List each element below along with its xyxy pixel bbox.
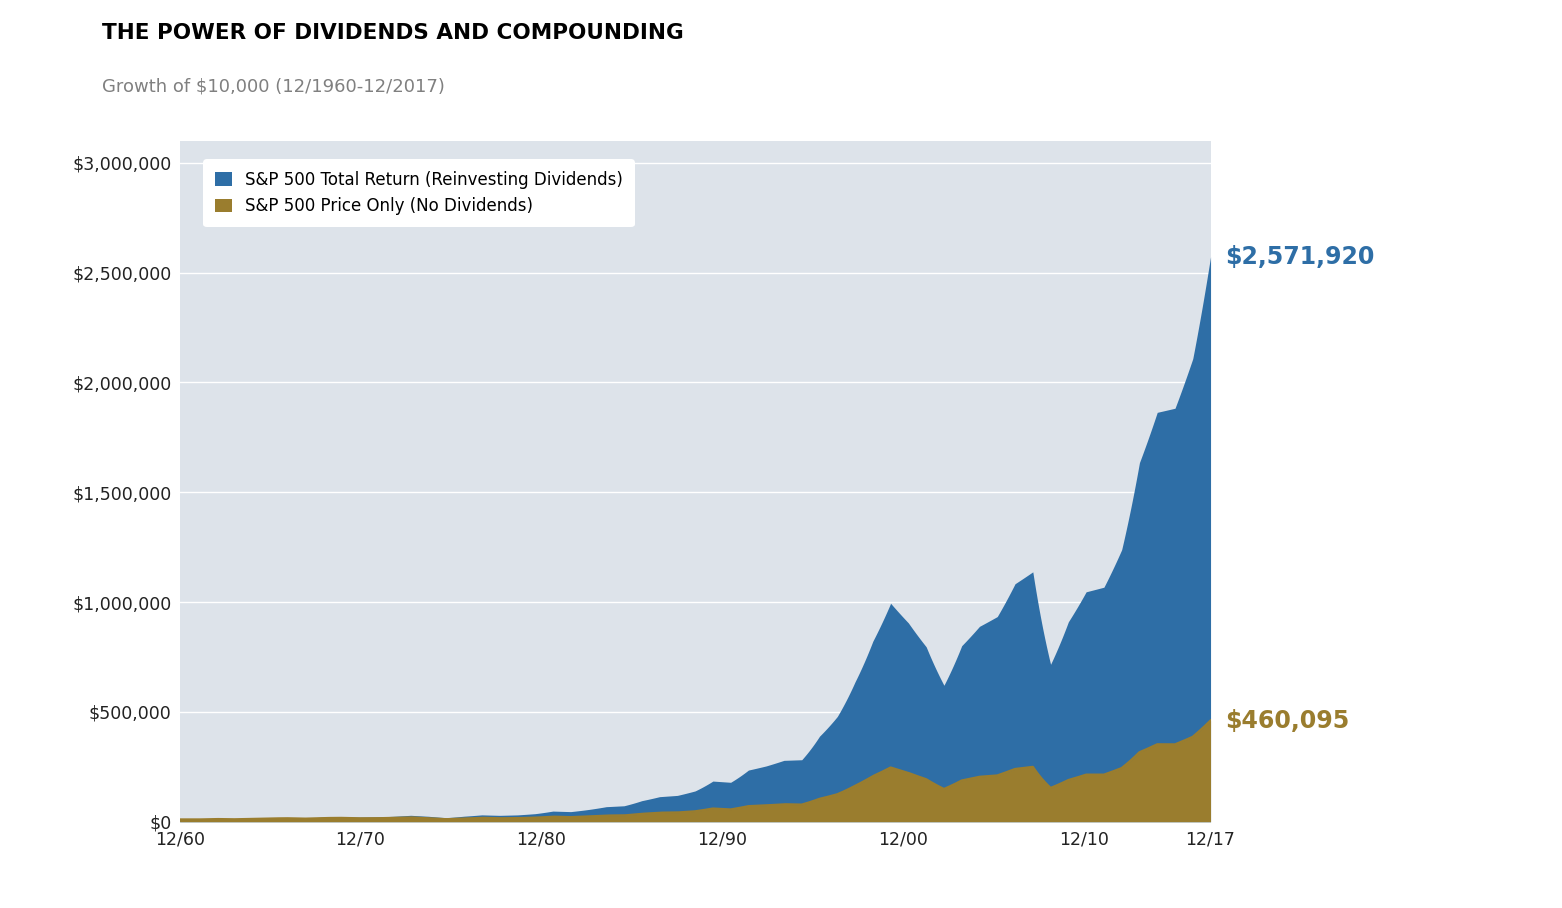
Text: THE POWER OF DIVIDENDS AND COMPOUNDING: THE POWER OF DIVIDENDS AND COMPOUNDING [102, 23, 683, 43]
Legend: S&P 500 Total Return (Reinvesting Dividends), S&P 500 Price Only (No Dividends): S&P 500 Total Return (Reinvesting Divide… [203, 159, 634, 227]
Text: Growth of $10,000 (12/1960-12/2017): Growth of $10,000 (12/1960-12/2017) [102, 77, 445, 95]
Text: $2,571,920: $2,571,920 [1225, 245, 1375, 269]
Text: $460,095: $460,095 [1225, 708, 1350, 733]
